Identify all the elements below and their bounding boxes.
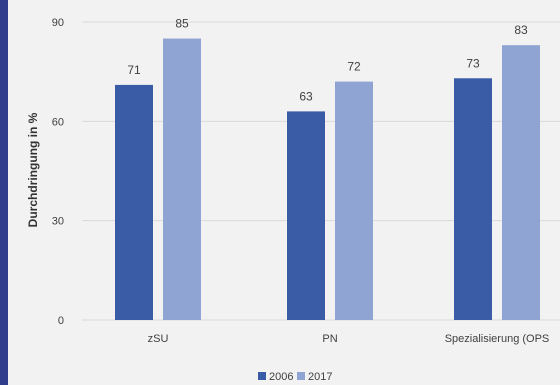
category-label: PN <box>322 333 337 345</box>
data-label: 85 <box>175 17 189 31</box>
legend: 2006 2017 <box>258 371 332 383</box>
data-label: 73 <box>466 56 480 70</box>
legend-swatch-2017 <box>297 372 305 380</box>
bar-2017-zsu <box>163 38 201 321</box>
left-accent-strip <box>0 0 8 385</box>
bar-2006-spezialisierung-ops <box>454 78 492 321</box>
bar-2006-zsu <box>115 84 153 321</box>
y-axis-title: Durchdringung in % <box>26 112 40 227</box>
bars <box>115 38 540 321</box>
bar-2006-pn <box>287 111 325 321</box>
bar-2017-spezialisierung-ops <box>502 45 540 321</box>
bar-2017-pn <box>335 81 373 320</box>
y-tick-label: 0 <box>58 315 64 327</box>
category-labels: zSU PN Spezialisierung (OPS <box>148 333 550 345</box>
legend-label-2017: 2017 <box>308 371 332 383</box>
y-axis-ticks: 0 30 60 90 <box>52 17 64 327</box>
y-tick-label: 60 <box>52 116 64 128</box>
category-label: Spezialisierung (OPS <box>445 333 550 345</box>
data-label: 71 <box>127 63 141 77</box>
legend-label-2006: 2006 <box>269 371 293 383</box>
legend-swatch-2006 <box>258 372 266 380</box>
data-labels: 71 85 63 72 73 83 <box>127 17 528 104</box>
y-tick-label: 30 <box>52 216 64 228</box>
y-tick-label: 90 <box>52 17 64 29</box>
category-label: zSU <box>148 333 169 345</box>
data-label: 63 <box>299 89 313 103</box>
data-label: 83 <box>514 23 528 37</box>
data-label: 72 <box>347 60 361 74</box>
